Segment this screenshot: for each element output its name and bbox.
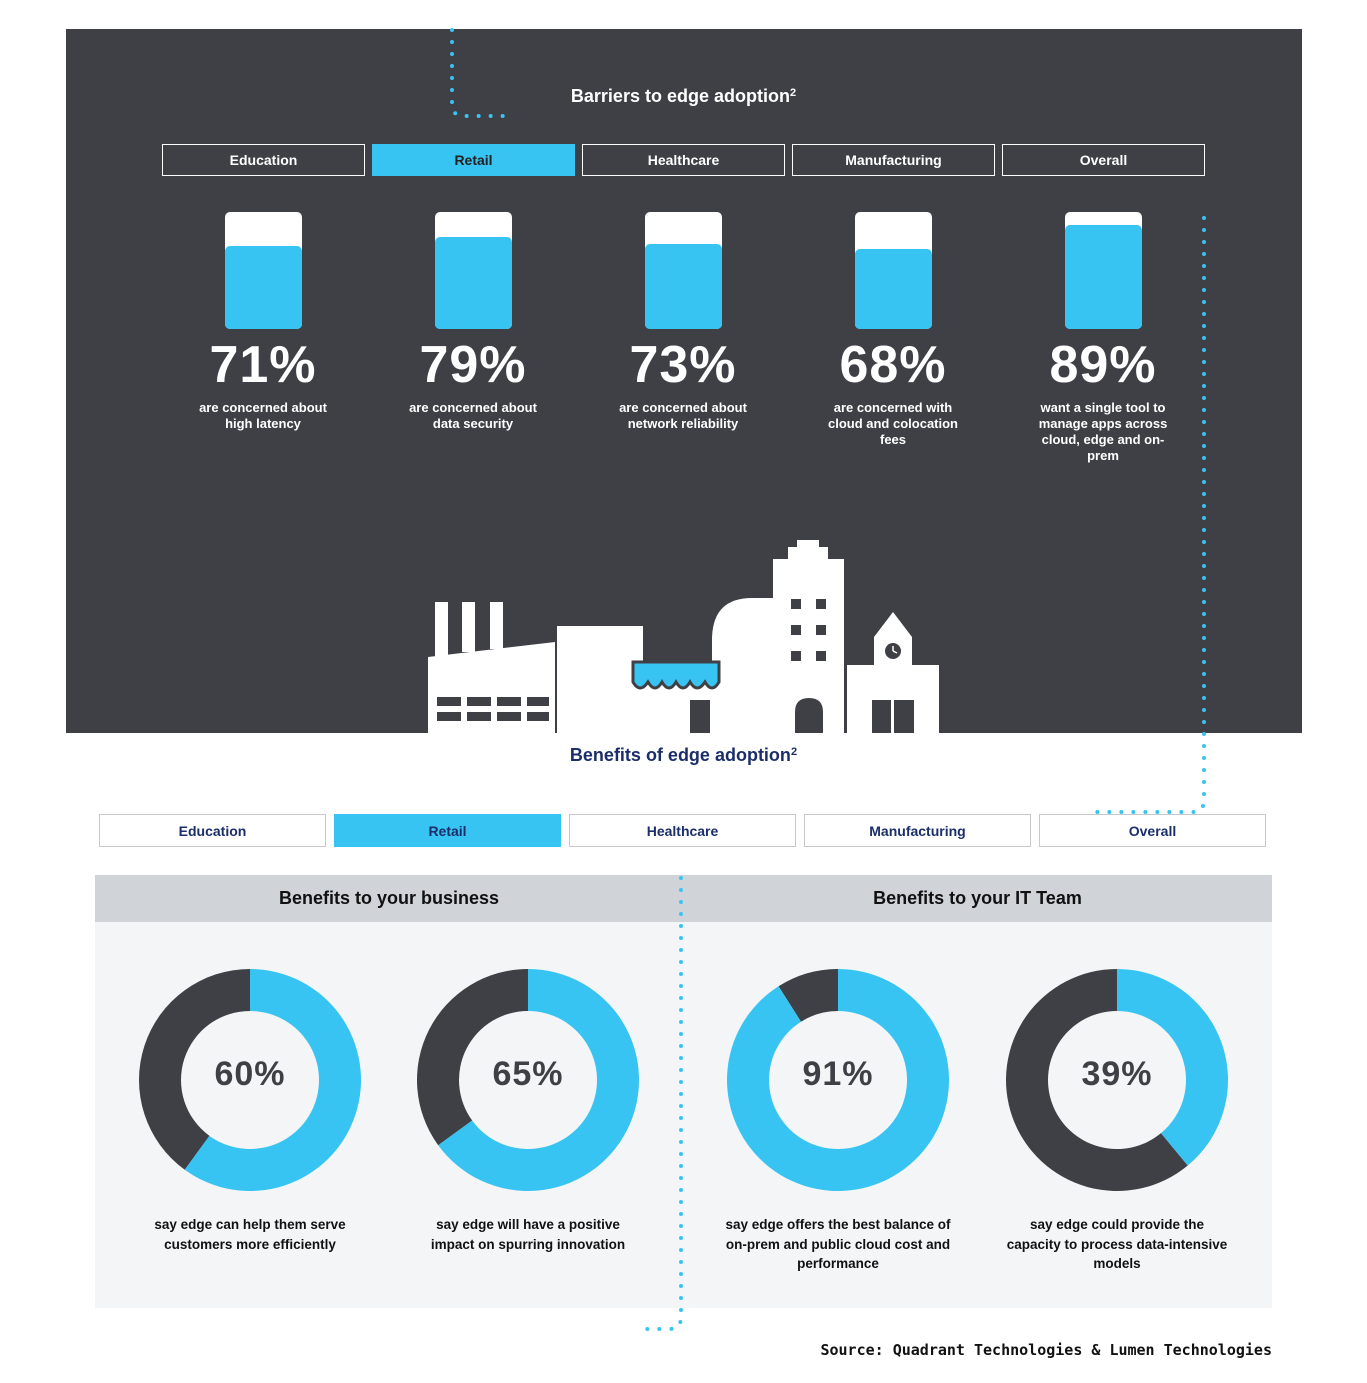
donut-ring-value xyxy=(438,969,639,1191)
donut-description: say edge could provide the capacity to p… xyxy=(1006,1217,1228,1271)
donut-ring-remainder xyxy=(139,969,250,1170)
barrier-percent: 73% xyxy=(629,336,737,394)
it-team-benefits-heading: Benefits to your IT Team xyxy=(873,888,1082,908)
barrier-bar xyxy=(644,212,722,329)
benefit-tab-healthcare[interactable]: Healthcare xyxy=(569,814,796,847)
donut-chart xyxy=(727,969,949,1191)
barrier-bar xyxy=(434,212,512,329)
donut-chart xyxy=(139,969,361,1191)
benefit-tab-overall[interactable]: Overall xyxy=(1039,814,1266,847)
benefits-panel: Benefits to your business Benefits to yo… xyxy=(95,875,1272,1308)
barrier-description: are concerned about high latency xyxy=(199,400,327,431)
barrier-bar xyxy=(224,212,302,329)
barrier-bar-fill xyxy=(224,245,302,329)
barrier-tab-healthcare[interactable]: Healthcare xyxy=(582,144,785,176)
barrier-stat: 79% are concerned about data security xyxy=(368,212,578,432)
donut-description: say edge offers the best balance of on-p… xyxy=(725,1217,951,1271)
benefits-header: Benefits to your business Benefits to yo… xyxy=(95,875,1272,922)
barrier-bar xyxy=(854,212,932,329)
donut-ring-remainder xyxy=(778,969,838,1022)
benefits-title: Benefits of edge adoption2 xyxy=(569,745,798,765)
benefit-tabs: Education Retail Healthcare Manufacturin… xyxy=(99,814,1274,847)
city-skyline-icon xyxy=(633,662,719,688)
barrier-bar-fill xyxy=(434,236,512,329)
benefit-donut: 65% say edge will have a positive impact… xyxy=(398,965,658,1254)
barrier-tab-overall[interactable]: Overall xyxy=(1002,144,1205,176)
donut-percent: 65% xyxy=(492,1055,564,1093)
business-benefits-heading: Benefits to your business xyxy=(278,888,500,908)
barrier-tab-education[interactable]: Education xyxy=(162,144,365,176)
donut-ring-value xyxy=(1117,969,1228,1166)
donut-percent: 60% xyxy=(214,1055,286,1093)
benefit-donut: 39% say edge could provide the capacity … xyxy=(987,965,1247,1274)
benefit-tab-manufacturing[interactable]: Manufacturing xyxy=(804,814,1031,847)
barrier-bar-fill xyxy=(644,243,722,329)
donut-ring-value xyxy=(184,969,361,1191)
donut-percent: 91% xyxy=(802,1055,874,1093)
benefit-tab-retail[interactable]: Retail xyxy=(334,814,561,847)
barrier-description: are concerned about network reliability xyxy=(619,400,747,431)
barrier-tab-retail[interactable]: Retail xyxy=(372,144,575,176)
donut-chart xyxy=(1006,969,1228,1191)
barrier-percent: 79% xyxy=(419,336,527,394)
donut-percent: 39% xyxy=(1081,1055,1153,1093)
barrier-stat: 71% are concerned about high latency xyxy=(158,212,368,432)
donut-ring-remainder xyxy=(417,969,528,1146)
barrier-bar-fill xyxy=(854,249,932,329)
donut-chart xyxy=(417,969,639,1191)
donut-ring-value xyxy=(727,969,949,1191)
barriers-title: Barriers to edge adoption2 xyxy=(570,86,797,106)
barrier-percent: 71% xyxy=(209,336,317,394)
donut-ring-remainder xyxy=(1006,969,1188,1191)
barrier-tab-manufacturing[interactable]: Manufacturing xyxy=(792,144,995,176)
barrier-stat: 73% are concerned about network reliabil… xyxy=(578,212,788,432)
benefit-donut: 91% say edge offers the best balance of … xyxy=(708,965,968,1274)
barrier-description: are concerned about data security xyxy=(409,400,537,431)
source-credit: Source: Quadrant Technologies & Lumen Te… xyxy=(820,1341,1272,1359)
barrier-stat: 68% are concerned with cloud and colocat… xyxy=(788,212,998,448)
benefit-donut: 60% say edge can help them serve custome… xyxy=(120,965,380,1254)
donut-description: say edge will have a positive impact on … xyxy=(430,1217,626,1252)
donut-description: say edge can help them serve customers m… xyxy=(154,1217,346,1252)
barrier-description: are concerned with cloud and colocation … xyxy=(827,400,958,447)
barrier-tabs: Education Retail Healthcare Manufacturin… xyxy=(162,144,1212,176)
benefit-tab-education[interactable]: Education xyxy=(99,814,326,847)
barrier-percent: 68% xyxy=(839,336,947,394)
